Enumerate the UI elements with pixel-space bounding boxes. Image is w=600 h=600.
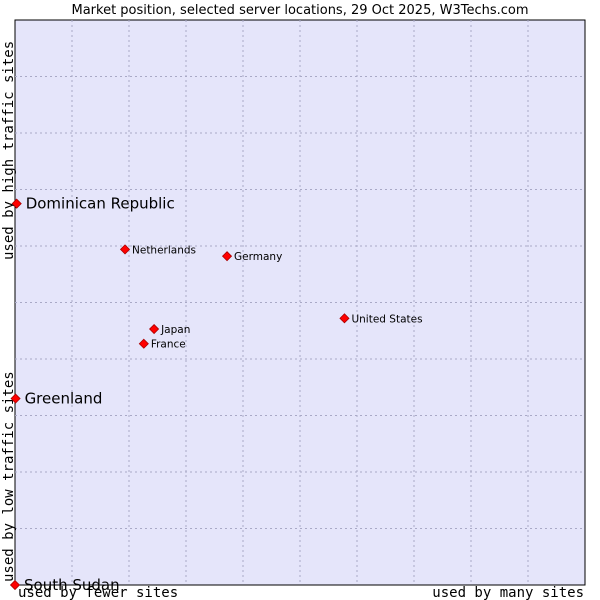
point-label: United States — [351, 313, 422, 325]
point-japan[interactable]: Japan — [149, 323, 191, 336]
point-marker — [339, 313, 350, 324]
point-label: Japan — [160, 324, 190, 336]
point-united-states[interactable]: United States — [339, 313, 423, 325]
point-label: Germany — [234, 251, 282, 263]
point-greenland[interactable]: Greenland — [10, 390, 103, 408]
point-marker — [138, 338, 149, 349]
point-label: Netherlands — [132, 244, 196, 256]
point-germany[interactable]: Germany — [221, 251, 283, 263]
point-marker — [149, 323, 160, 335]
point-marker — [119, 244, 131, 255]
gridlines — [15, 20, 585, 585]
point-marker — [221, 251, 233, 262]
x-axis-label-left: used by fewer sites — [18, 585, 178, 600]
point-netherlands[interactable]: Netherlands — [119, 244, 197, 256]
point-label: Greenland — [25, 390, 103, 408]
point-marker — [11, 198, 22, 209]
y-axis-label-top: used by high traffic sites — [1, 41, 17, 260]
point-marker — [10, 393, 21, 404]
x-axis-label-right: used by many sites — [432, 585, 584, 600]
chart-title: Market position, selected server locatio… — [71, 3, 528, 18]
point-label: France — [151, 339, 186, 351]
point-south-sudan[interactable]: South Sudan — [9, 576, 120, 594]
point-marker — [9, 579, 21, 591]
y-axis-label-bottom: used by low traffic sites — [1, 371, 17, 582]
point-label: Dominican Republic — [26, 195, 175, 213]
point-dominican-republic[interactable]: Dominican Republic — [11, 195, 175, 213]
point-france[interactable]: France — [138, 338, 186, 351]
point-label: South Sudan — [24, 576, 120, 594]
data-points: Dominican Republic Netherlands Germany Unit… — [9, 195, 423, 594]
